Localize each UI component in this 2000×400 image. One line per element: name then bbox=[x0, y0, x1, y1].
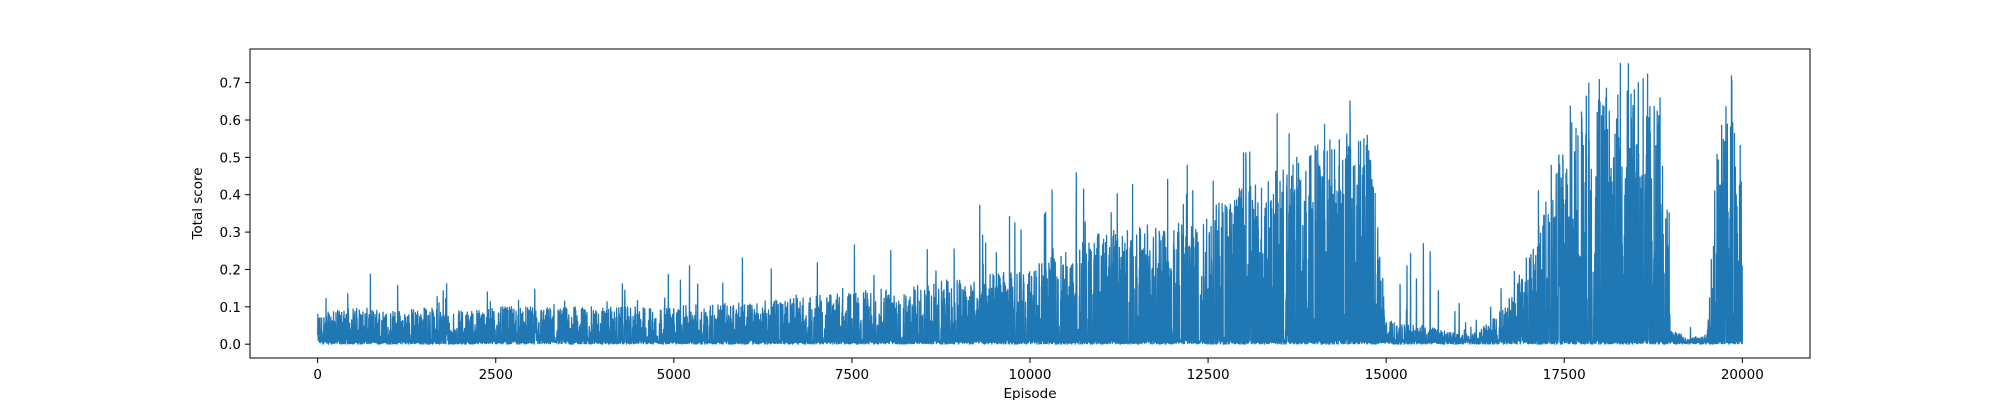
x-axis: 0 2500 5000 7500 10000 12500 15000 17500 20000 bbox=[313, 358, 1764, 383]
y-tick-label: 0.1 bbox=[220, 300, 241, 316]
y-tick-label: 0.3 bbox=[220, 225, 241, 241]
x-tick-label: 20000 bbox=[1721, 367, 1764, 383]
y-tick-label: 0.7 bbox=[220, 76, 241, 92]
x-tick-label: 17500 bbox=[1543, 367, 1586, 383]
y-tick-label: 0.2 bbox=[220, 262, 241, 278]
x-tick-label: 15000 bbox=[1365, 367, 1408, 383]
y-tick-label: 0.4 bbox=[220, 188, 241, 204]
x-tick-label: 2500 bbox=[479, 367, 513, 383]
x-tick-label: 7500 bbox=[835, 367, 869, 383]
x-axis-label: Episode bbox=[1003, 386, 1056, 400]
y-tick-label: 0.0 bbox=[220, 337, 241, 353]
y-tick-label: 0.6 bbox=[220, 113, 241, 129]
x-tick-label: 10000 bbox=[1009, 367, 1052, 383]
score-line bbox=[317, 62, 1743, 345]
x-tick-label: 12500 bbox=[1187, 367, 1230, 383]
x-tick-label: 0 bbox=[313, 367, 322, 383]
y-axis-label: Total score bbox=[190, 167, 206, 240]
x-tick-label: 5000 bbox=[657, 367, 691, 383]
y-tick-label: 0.5 bbox=[220, 150, 241, 166]
y-axis: 0.0 0.1 0.2 0.3 0.4 0.5 0.6 0.7 bbox=[220, 76, 250, 353]
score-series bbox=[317, 62, 1743, 345]
